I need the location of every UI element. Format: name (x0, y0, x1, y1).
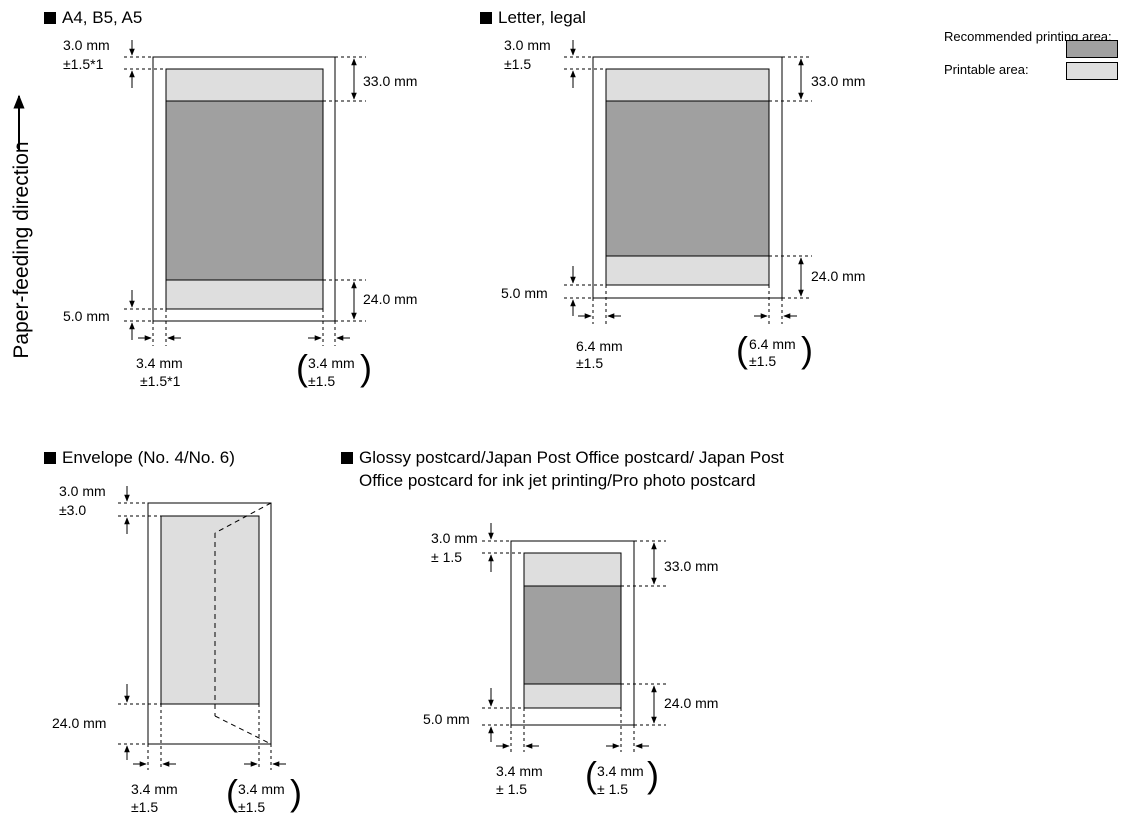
a4-top-zone: 33.0 mm (363, 73, 418, 89)
a4-left-tolerance: ±1.5*1 (140, 373, 181, 389)
bullet-square-icon (44, 12, 56, 24)
envelope-title-text: Envelope (No. 4/No. 6) (62, 448, 235, 467)
letter-right-paren: ) (801, 329, 813, 370)
envelope-right-paren: ) (290, 772, 302, 813)
letter-top-margin: 3.0 mm (504, 37, 551, 53)
a4-top-margin: 3.0 mm (63, 37, 110, 53)
envelope-top-margin: 3.0 mm (59, 483, 106, 499)
envelope-right-tolerance: ±1.5 (238, 799, 266, 815)
a4-section-title: A4, B5, A5 (44, 7, 142, 28)
letter-bottom-zone: 24.0 mm (811, 268, 866, 284)
a4-right-tolerance: ±1.5 (308, 373, 336, 389)
letter-left-tolerance: ±1.5 (576, 355, 604, 371)
postcard-title-line1: Glossy postcard/Japan Post Office postca… (359, 448, 784, 467)
a4-diagram (124, 40, 366, 346)
legend-recommended-swatch (1066, 40, 1118, 58)
letter-bottom-margin: 5.0 mm (501, 285, 548, 301)
letter-top-zone: 33.0 mm (811, 73, 866, 89)
a4-right-margin: 3.4 mm (308, 355, 355, 371)
a4-title-text: A4, B5, A5 (62, 8, 143, 27)
bullet-square-icon (44, 452, 56, 464)
postcard-top-zone: 33.0 mm (664, 558, 719, 574)
postcard-left-tolerance: ± 1.5 (496, 781, 528, 797)
letter-right-tolerance: ±1.5 (749, 353, 777, 369)
postcard-title-line2: Office postcard for ink jet printing/Pro… (359, 471, 756, 490)
a4-bottom-zone: 24.0 mm (363, 291, 418, 307)
legend-printable-swatch (1066, 62, 1118, 80)
letter-left-margin: 6.4 mm (576, 338, 623, 354)
letter-left-paren: ( (736, 329, 748, 370)
postcard-diagram (482, 523, 666, 752)
postcard-right-tolerance: ± 1.5 (597, 781, 629, 797)
envelope-left-margin: 3.4 mm (131, 781, 178, 797)
legend-printable-label: Printable area: (944, 62, 1029, 77)
a4-bottom-margin: 5.0 mm (63, 308, 110, 324)
letter-section-title: Letter, legal (480, 7, 586, 28)
postcard-bottom-zone: 24.0 mm (664, 695, 719, 711)
envelope-top-tolerance: ±3.0 (59, 502, 87, 518)
letter-recommended-area (605, 100, 770, 257)
postcard-right-paren: ) (647, 754, 659, 795)
postcard-left-paren: ( (585, 754, 597, 795)
letter-top-tolerance: ±1.5 (504, 56, 532, 72)
letter-title-text: Letter, legal (498, 8, 586, 27)
a4-recommended-area (165, 100, 324, 281)
a4-right-paren: ) (360, 347, 372, 388)
envelope-diagram (118, 486, 286, 770)
envelope-left-tolerance: ±1.5 (131, 799, 159, 815)
envelope-flap-line (214, 502, 272, 745)
a4-top-tolerance: ±1.5*1 (63, 56, 104, 72)
postcard-top-margin: 3.0 mm (431, 530, 478, 546)
postcard-right-margin: 3.4 mm (597, 763, 644, 779)
postcard-left-margin: 3.4 mm (496, 763, 543, 779)
bullet-square-icon (480, 12, 492, 24)
postcard-bottom-margin: 5.0 mm (423, 711, 470, 727)
envelope-section-title: Envelope (No. 4/No. 6) (44, 447, 235, 468)
a4-left-paren: ( (296, 347, 308, 388)
letter-diagram (564, 40, 812, 324)
postcard-section-title: Glossy postcard/Japan Post Office postca… (341, 447, 784, 468)
envelope-printable-area (160, 515, 260, 705)
postcard-top-tolerance: ± 1.5 (431, 549, 463, 565)
feed-direction-label: Paper-feeding direction (10, 141, 33, 359)
envelope-left-paren: ( (226, 772, 238, 813)
postcard-recommended-area (523, 585, 622, 685)
envelope-bottom-margin: 24.0 mm (52, 715, 107, 731)
letter-right-margin: 6.4 mm (749, 336, 796, 352)
bullet-square-icon (341, 452, 353, 464)
a4-left-margin: 3.4 mm (136, 355, 183, 371)
envelope-right-margin: 3.4 mm (238, 781, 285, 797)
